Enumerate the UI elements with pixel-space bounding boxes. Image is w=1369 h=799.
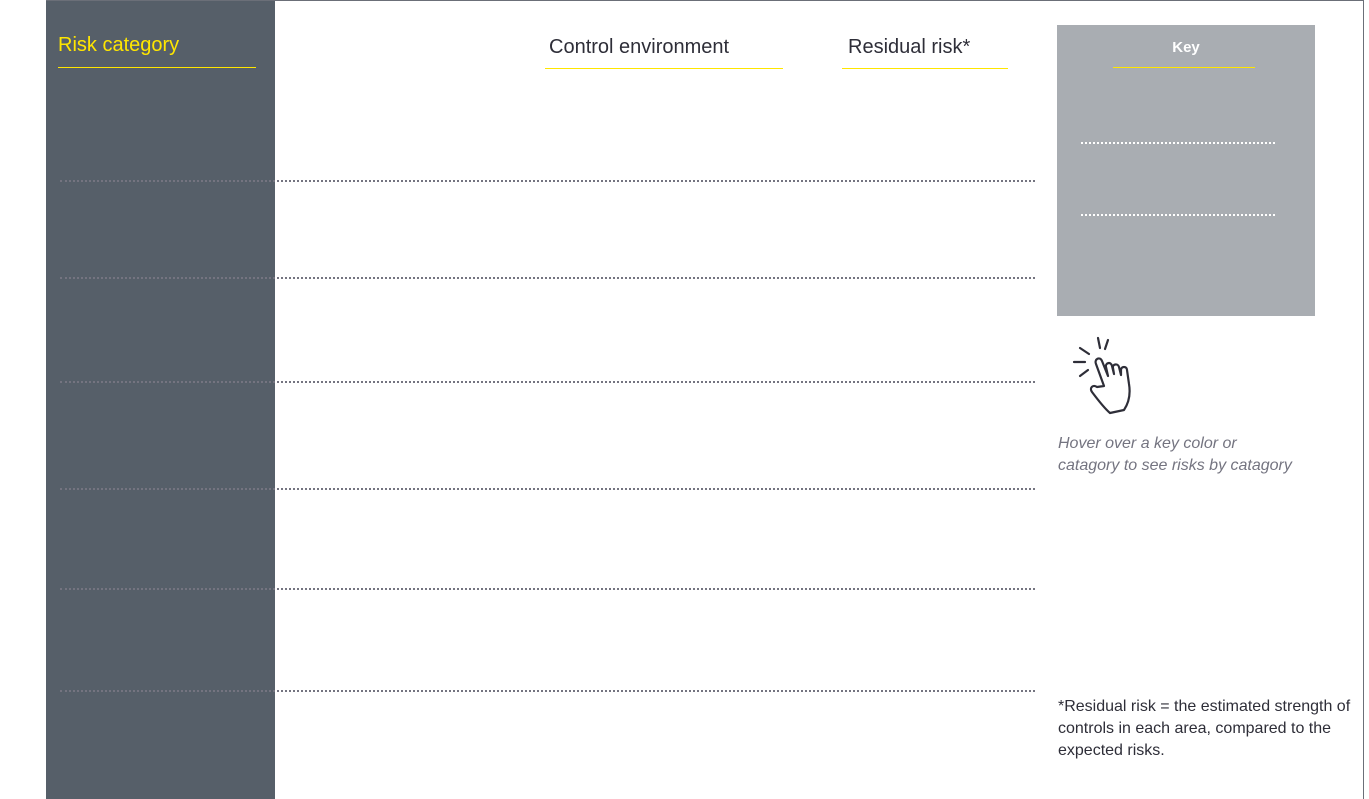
risk-category-underline xyxy=(58,67,256,68)
key-divider xyxy=(1081,142,1275,144)
risk-category-title: Risk category xyxy=(58,34,180,56)
page-frame xyxy=(46,0,1364,799)
residual-risk-header: Residual risk* xyxy=(848,36,971,58)
control-environment-header: Control environment xyxy=(549,36,730,58)
row-divider xyxy=(60,180,1035,182)
row-divider xyxy=(60,588,1035,590)
key-title-underline xyxy=(1113,67,1255,68)
row-divider xyxy=(60,277,1035,279)
row-divider xyxy=(60,690,1035,692)
key-divider xyxy=(1081,214,1275,216)
hand-pointer-icon xyxy=(1072,336,1131,415)
key-panel: Key xyxy=(1057,25,1315,316)
control-environment-underline xyxy=(545,68,783,69)
risk-category-sidebar xyxy=(46,1,275,799)
row-divider xyxy=(60,488,1035,490)
key-title: Key xyxy=(1172,39,1200,56)
residual-risk-footnote: *Residual risk = the estimated strength … xyxy=(1058,698,1351,759)
residual-risk-underline xyxy=(842,68,1008,69)
hover-instruction: Hover over a key color or catagory to se… xyxy=(1058,435,1292,474)
row-divider xyxy=(60,381,1035,383)
